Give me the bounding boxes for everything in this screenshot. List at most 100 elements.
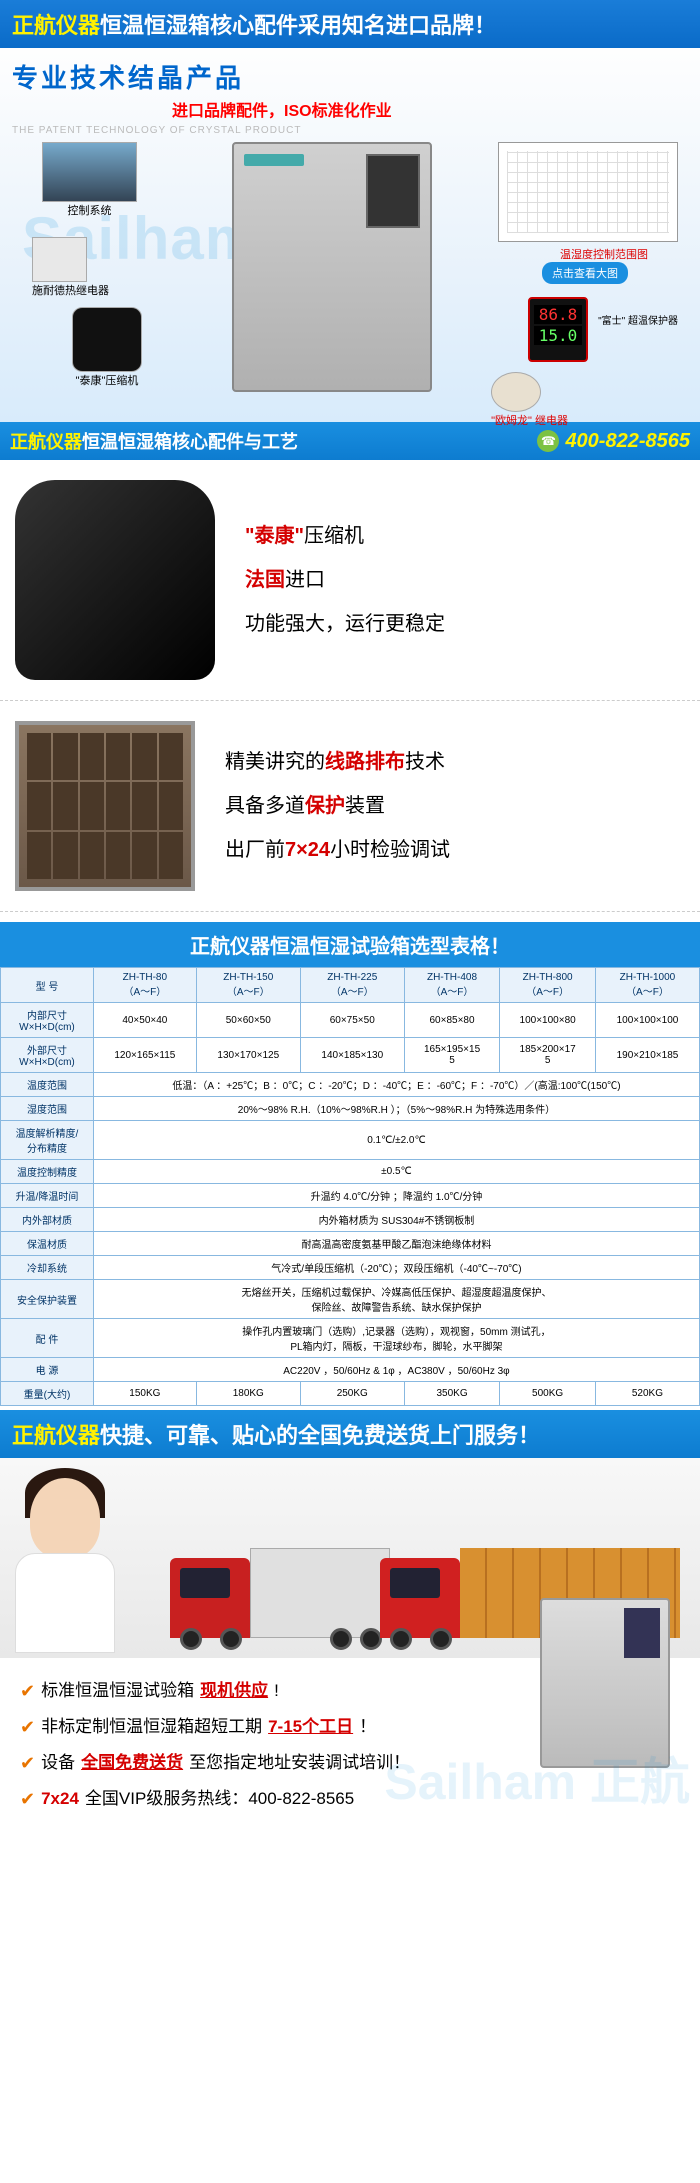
hero-section: 专业技术结晶产品 进口品牌配件，ISO标准化作业 THE PATENT TECH… [0, 48, 700, 422]
table-cell: 升温/降温时间 [1, 1184, 94, 1208]
feature1-text: "泰康"压缩机 法国进口 功能强大，运行更稳定 [245, 480, 685, 680]
bullet-text: 现机供应 [200, 1674, 268, 1708]
table-row: 升温/降温时间升温约 4.0℃/分钟 ；降温约 1.0℃/分钟 [1, 1184, 700, 1208]
spec-table: 型 号ZH-TH-80 （A～F）ZH-TH-150 （A～F）ZH-TH-22… [0, 967, 700, 1406]
hero-subtitle-en: THE PATENT TECHNOLOGY OF CRYSTAL PRODUCT [12, 125, 688, 136]
check-icon: ✔ [20, 1745, 35, 1781]
service-bullets: ✔标准恒温恒湿试验箱现机供应!✔非标定制恒温恒湿箱超短工期7-15个工日！✔设备… [0, 1658, 700, 1837]
table-cell: 重量(大约) [1, 1382, 94, 1406]
table-cell: 500KG [500, 1382, 596, 1406]
table-cell: 外部尺寸 W×H×D(cm) [1, 1038, 94, 1073]
table-cell: 60×75×50 [300, 1003, 404, 1038]
bullet-text: ! [274, 1674, 279, 1708]
table-header-cell: 型 号 [1, 968, 94, 1003]
hero-body: Sailham正航 控制系统 施耐德热继电器 "泰康"压缩机 温湿度控制范围图 … [12, 142, 688, 402]
table-cell: 内外部材质 [1, 1208, 94, 1232]
table-cell: 180KG [196, 1382, 300, 1406]
banner1-text: 恒温恒湿箱核心配件采用知名进口品牌！ [100, 13, 496, 38]
bullet-text: 非标定制恒温恒湿箱超短工期 [41, 1710, 262, 1744]
table-row: 电 源AC220V ，50/60Hz & 1φ ，AC380V ，50/60Hz… [1, 1358, 700, 1382]
check-icon: ✔ [20, 1709, 35, 1745]
table-cell: 冷却系统 [1, 1256, 94, 1280]
brand: 正航仪器 [12, 13, 100, 38]
table-row: 温度控制精度±0.5℃ [1, 1160, 700, 1184]
table-cell: 130×170×125 [196, 1038, 300, 1073]
truck-2 [380, 1558, 460, 1638]
table-cell: 150KG [93, 1382, 196, 1406]
table-cell: 耐高温高密度氨基甲酸乙酯泡沫绝缘体材料 [93, 1232, 699, 1256]
table-header-cell: ZH-TH-80 （A～F） [93, 968, 196, 1003]
fuji-label: "富士" 超温保护器 [598, 312, 678, 327]
table-cell: 165×195×15 5 [404, 1038, 500, 1073]
compressor-image [15, 480, 215, 680]
table-row: 外部尺寸 W×H×D(cm)120×165×115130×170×125140×… [1, 1038, 700, 1073]
compressor-small: "泰康"压缩机 [72, 307, 142, 388]
feature-compressor: "泰康"压缩机 法国进口 功能强大，运行更稳定 [0, 460, 700, 701]
table-cell: 100×100×80 [500, 1003, 596, 1038]
table-cell: 安全保护装置 [1, 1280, 94, 1319]
table-cell: 气冷式/单段压缩机（-20℃）；双段压缩机（-40℃~-70℃) [93, 1256, 699, 1280]
chart-label: 温湿度控制范围图 [560, 246, 648, 262]
table-cell: 350KG [404, 1382, 500, 1406]
digital-display: 86.8 15.0 [528, 297, 588, 362]
control-system: 控制系统 [42, 142, 137, 218]
banner2-text: 恒温恒湿箱核心配件与工艺 [82, 428, 298, 454]
banner3-text: 快捷、可靠、贴心的全国免费送货上门服务！ [100, 1423, 540, 1448]
table-cell: 185×200×17 5 [500, 1038, 596, 1073]
table-cell: ±0.5℃ [93, 1160, 699, 1184]
table-cell: 内外箱材质为 SUS304#不锈钢板制 [93, 1208, 699, 1232]
table-cell: 50×60×50 [196, 1003, 300, 1038]
table-cell: 0.1℃/±2.0℃ [93, 1121, 699, 1160]
table-header-cell: ZH-TH-1000 （A～F） [595, 968, 699, 1003]
table-cell: 电 源 [1, 1358, 94, 1382]
bullet-text: 7-15个工日 [268, 1710, 353, 1744]
section-banner-components: 正航仪器恒温恒湿箱核心配件与工艺 ☎ 400-822-8565 [0, 422, 700, 460]
table-cell: 无熔丝开关，压缩机过载保护、冷媒高低压保护、超湿度超温度保护、 保险丝、故障警告… [93, 1280, 699, 1319]
bullet-text: 7x24 [41, 1782, 79, 1816]
phone-badge: ☎ 400-822-8565 [537, 430, 690, 453]
service-person [0, 1458, 150, 1658]
table-row: 安全保护装置无熔丝开关，压缩机过载保护、冷媒高低压保护、超湿度超温度保护、 保险… [1, 1280, 700, 1319]
table-cell: 配 件 [1, 1319, 94, 1358]
table-cell: 20%～98% R.H.（10%～98%R.H ）；（5%～98%R.H 为特殊… [93, 1097, 699, 1121]
table-cell: 60×85×80 [404, 1003, 500, 1038]
table-cell: 低温：（A ：+25℃；B ：0℃；C ：-20℃；D ：-40℃；E ：-60… [93, 1073, 699, 1097]
table-row: 温度解析精度/ 分布精度0.1℃/±2.0℃ [1, 1121, 700, 1160]
table-cell: 520KG [595, 1382, 699, 1406]
table-cell: 温度范围 [1, 1073, 94, 1097]
feature-circuit: 精美讲究的线路排布技术 具备多道保护装置 出厂前7×24小时检验调试 [0, 701, 700, 912]
heater-relay: 施耐德热继电器 [32, 237, 109, 298]
table-cell: 140×185×130 [300, 1038, 404, 1073]
table-row: 保温材质耐高温高密度氨基甲酸乙酯泡沫绝缘体材料 [1, 1232, 700, 1256]
bullet-text: 标准恒温恒湿试验箱 [41, 1674, 194, 1708]
phone-number: 400-822-8565 [565, 430, 690, 453]
zoom-button[interactable]: 点击查看大图 [542, 262, 628, 284]
bullet-text: 设备 [41, 1746, 75, 1780]
table-cell: 250KG [300, 1382, 404, 1406]
table-cell: 保温材质 [1, 1232, 94, 1256]
feature2-text: 精美讲究的线路排布技术 具备多道保护装置 出厂前7×24小时检验调试 [225, 721, 685, 891]
hero-subtitle: 进口品牌配件，ISO标准化作业 [172, 97, 688, 121]
table-cell: 100×100×100 [595, 1003, 699, 1038]
table-cell: 升温约 4.0℃/分钟 ；降温约 1.0℃/分钟 [93, 1184, 699, 1208]
table-row: 冷却系统气冷式/单段压缩机（-20℃）；双段压缩机（-40℃~-70℃) [1, 1256, 700, 1280]
table-cell: 温度解析精度/ 分布精度 [1, 1121, 94, 1160]
service-banner: 正航仪器快捷、可靠、贴心的全国免费送货上门服务！ [0, 1410, 700, 1458]
bullet-text: 全国VIP级服务热线：400-822-8565 [85, 1782, 354, 1816]
table-header-cell: ZH-TH-408 （A～F） [404, 968, 500, 1003]
omron-relay: "欧姆龙" 继电器 [491, 372, 568, 428]
brand: 正航仪器 [12, 1423, 100, 1448]
table-row: 湿度范围20%～98% R.H.（10%～98%R.H ）；（5%～98%R.H… [1, 1097, 700, 1121]
table-title: 正航仪器恒温恒湿试验箱选型表格！ [0, 922, 700, 967]
table-cell: AC220V ，50/60Hz & 1φ ，AC380V ，50/60Hz 3φ [93, 1358, 699, 1382]
table-cell: 40×50×40 [93, 1003, 196, 1038]
bullet-text: 至您指定地址安装调试培训！ [189, 1746, 410, 1780]
table-cell: 操作孔内置玻璃门（选购）,记录器（选购），观视窗，50mm 测试孔， PL箱内灯… [93, 1319, 699, 1358]
watermark-bottom: Sailham 正航 [384, 1732, 690, 1832]
table-cell: 湿度范围 [1, 1097, 94, 1121]
bullet-text: 全国免费送货 [81, 1746, 183, 1780]
brand: 正航仪器 [10, 428, 82, 454]
table-row: 配 件操作孔内置玻璃门（选购）,记录器（选购），观视窗，50mm 测试孔， PL… [1, 1319, 700, 1358]
chart-box [498, 142, 678, 242]
table-row: 温度范围低温：（A ：+25℃；B ：0℃；C ：-20℃；D ：-40℃；E … [1, 1073, 700, 1097]
